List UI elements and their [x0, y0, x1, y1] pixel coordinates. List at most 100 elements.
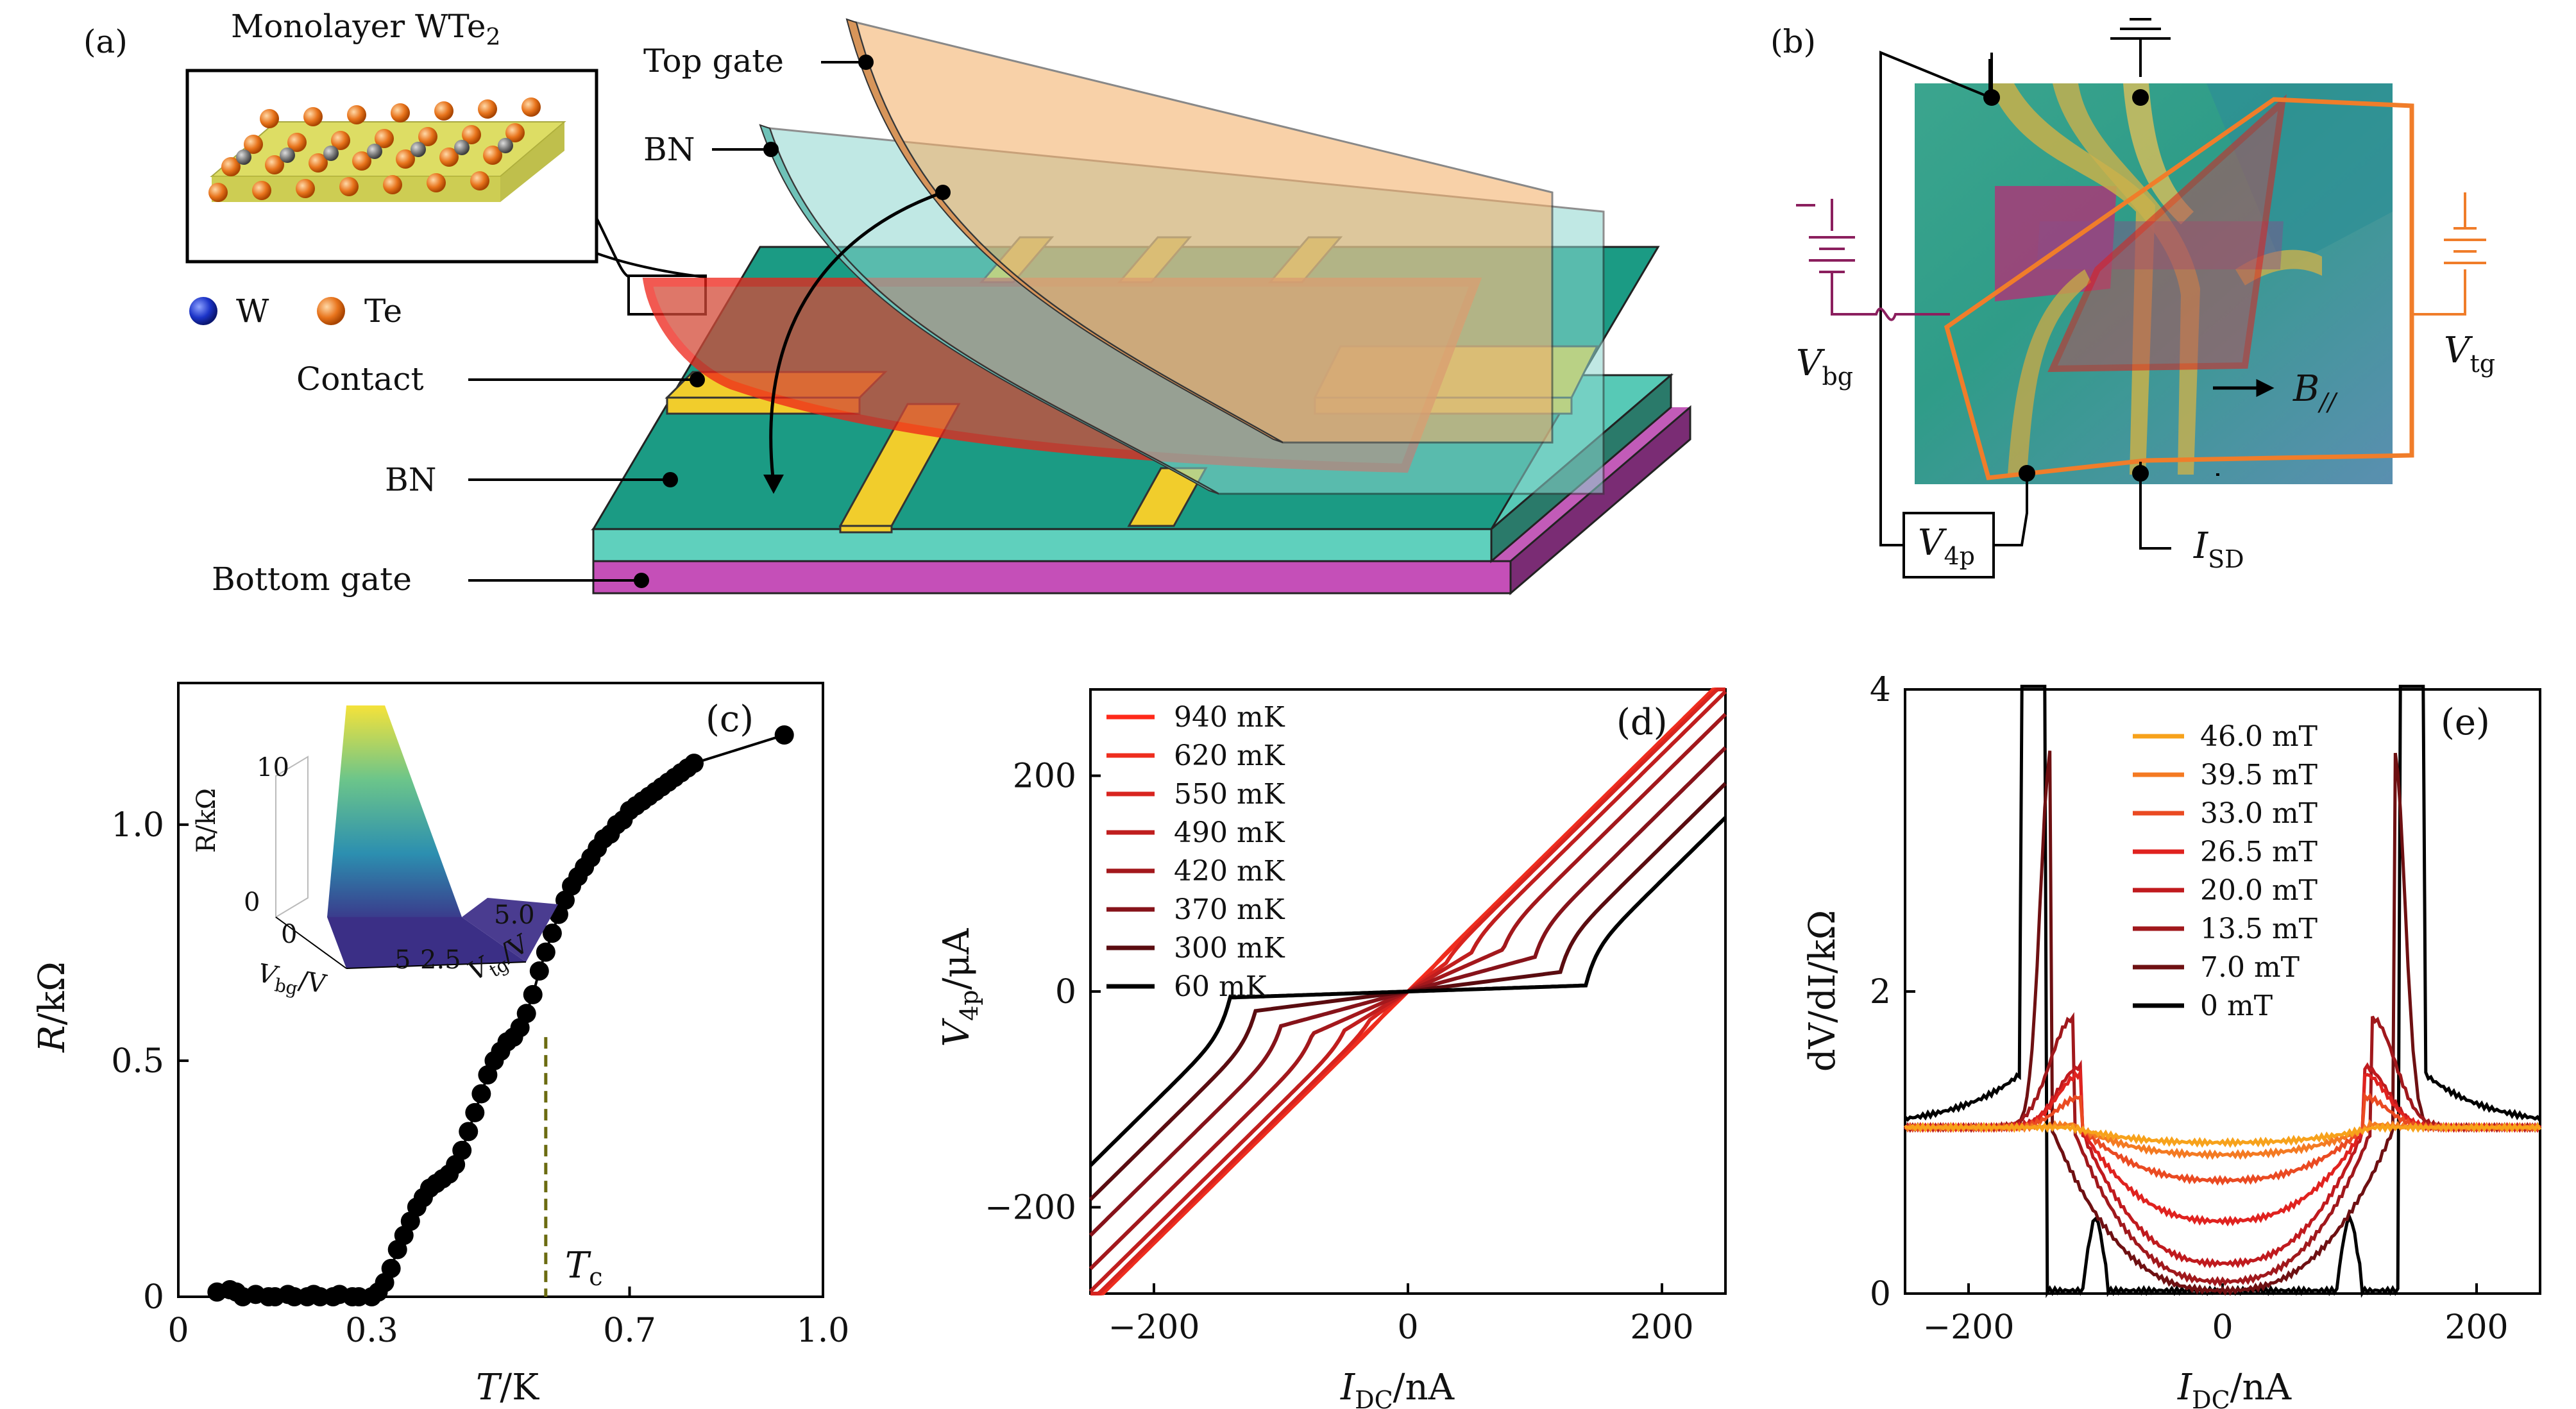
vbg-label: Vbg — [1796, 342, 1853, 391]
te-atom — [309, 153, 328, 173]
iv-curves — [1089, 688, 1727, 1295]
panel-a-device-schematic: (a) Monolayer WTe2 W Te — [83, 8, 1691, 598]
te-atom — [287, 133, 307, 152]
te-atom — [375, 129, 394, 148]
y-tick-label: 0 — [1055, 973, 1076, 1011]
te-atom — [347, 105, 366, 124]
inset-x-label: Vbg/V — [255, 959, 329, 1004]
legend-label: 13.5 mT — [2200, 913, 2318, 945]
legend-label: 0 mT — [2200, 990, 2273, 1022]
te-atom — [339, 177, 359, 196]
inset-y-tick-50: 5.0 — [494, 900, 535, 930]
y-tick-label: 2 — [1870, 973, 1891, 1011]
inset-3d-surface: 10 0 R/kΩ 0 5 2.5 5.0 Vbg/V Vtg/V — [192, 705, 558, 1004]
dvdi-curves — [1903, 684, 2542, 1299]
inset-x-tick-0: 0 — [281, 920, 297, 949]
w-atom — [454, 140, 470, 155]
te-atom — [427, 173, 446, 192]
legend-w-label: W — [236, 292, 269, 330]
bn-bottom-label: BN — [385, 461, 437, 498]
te-atom — [521, 97, 541, 117]
y-tick-label: 0.5 — [111, 1042, 164, 1081]
data-point — [542, 924, 562, 943]
te-atom — [252, 181, 271, 200]
te-atom — [331, 131, 350, 150]
axis-ticks-d: −200 0 200 −200 0 200 — [985, 757, 1693, 1347]
te-atom — [478, 99, 497, 119]
panel-d-iv-chart: (d) −200 0 200 −200 0 200 940 mK 620 mK 550 mK 4… — [936, 688, 1727, 1409]
data-point — [529, 961, 549, 981]
panel-c-r-vs-t-chart: (c) 0 0.3 0.7 1.0 0 0.5 1.0 T/K R/kΩ Tc 10 0 R… — [31, 682, 850, 1408]
data-point — [684, 754, 704, 773]
x-tick-label: −200 — [1923, 1308, 2015, 1347]
te-atom — [383, 175, 402, 194]
panel-e-label: (e) — [2441, 702, 2490, 743]
legend-label: 300 mK — [1174, 932, 1285, 965]
data-point — [459, 1122, 479, 1142]
x-tick-label: 0 — [2212, 1308, 2233, 1347]
y-tick-label: 0 — [1870, 1275, 1891, 1313]
inset-y-tick-25: 2.5 — [420, 945, 461, 975]
te-atom — [221, 157, 241, 176]
y-axis-label-c: R/kΩ — [31, 961, 73, 1052]
te-atom — [260, 109, 279, 128]
bn-top-label: BN — [643, 131, 695, 168]
y-tick-label: 200 — [1013, 757, 1076, 796]
inset-z-label: R/kΩ — [192, 788, 221, 853]
te-atom — [303, 107, 323, 126]
te-atom — [434, 101, 453, 121]
x-tick-label: −200 — [1108, 1308, 1200, 1347]
legend-label: 490 mK — [1174, 816, 1285, 849]
te-atom — [470, 171, 489, 190]
legend-label: 940 mK — [1174, 701, 1285, 734]
te-atom — [483, 146, 502, 165]
x-tick-label: 1.0 — [797, 1312, 850, 1350]
bn-bottom-edge — [592, 528, 1493, 562]
te-atom — [352, 151, 371, 171]
te-atom — [208, 183, 228, 202]
legend-label: 420 mK — [1174, 855, 1285, 888]
w-atom — [367, 144, 382, 159]
data-point — [516, 1004, 536, 1024]
data-point — [471, 1084, 491, 1104]
legend-label: 7.0 mT — [2200, 951, 2300, 984]
v4p-label: V4p — [1918, 522, 1975, 570]
y-tick-label: 1.0 — [111, 806, 164, 845]
legend-label: 60 mK — [1174, 970, 1267, 1003]
legend-label: 46.0 mT — [2200, 720, 2318, 753]
isd-label: ISD — [2193, 525, 2244, 573]
data-point — [381, 1258, 401, 1278]
te-atom — [396, 149, 415, 169]
y-tick-label: 0 — [143, 1278, 164, 1317]
te-atom — [418, 127, 437, 146]
w-atom — [498, 138, 513, 153]
top-gate-outline — [1944, 97, 2414, 480]
legend-label: 26.5 mT — [2200, 836, 2318, 868]
b-field-label: B// — [2292, 368, 2338, 416]
te-atom — [265, 155, 284, 174]
y-axis-label-e: dV/dI/kΩ — [1802, 910, 1843, 1072]
r-vs-t-points — [207, 725, 794, 1306]
iv-line — [1089, 816, 1727, 1167]
legend-label: 20.0 mT — [2200, 874, 2318, 907]
legend-te-label: Te — [364, 292, 402, 330]
inset-z-tick-0: 0 — [244, 888, 260, 917]
te-atom-icon — [317, 297, 345, 325]
dvdi-line — [1904, 1122, 2542, 1149]
w-atom — [323, 146, 339, 161]
plot-frame-c — [177, 682, 824, 1298]
contact-label: Contact — [296, 360, 424, 398]
vtg-label: Vtg — [2444, 330, 2495, 378]
legend-d: 940 mK 620 mK 550 mK 490 mK 420 mK 370 mK 300 … — [1106, 701, 1285, 1003]
panel-a-label: (a) — [83, 23, 128, 60]
te-atom — [439, 148, 459, 167]
x-tick-label: 0 — [167, 1312, 189, 1350]
te-atom — [244, 135, 263, 154]
panel-e-dvdi-chart: (e) −200 0 200 0 2 4 46.0 mT 39.5 mT 33.0 mT 26.… — [1802, 671, 2542, 1409]
data-point — [465, 1102, 485, 1122]
legend-label: 39.5 mT — [2200, 759, 2318, 791]
x-axis-label-d: IDC/nA — [1340, 1367, 1455, 1409]
te-atom — [296, 179, 315, 198]
panel-b-label: (b) — [1770, 23, 1816, 60]
te-atom — [462, 125, 481, 144]
